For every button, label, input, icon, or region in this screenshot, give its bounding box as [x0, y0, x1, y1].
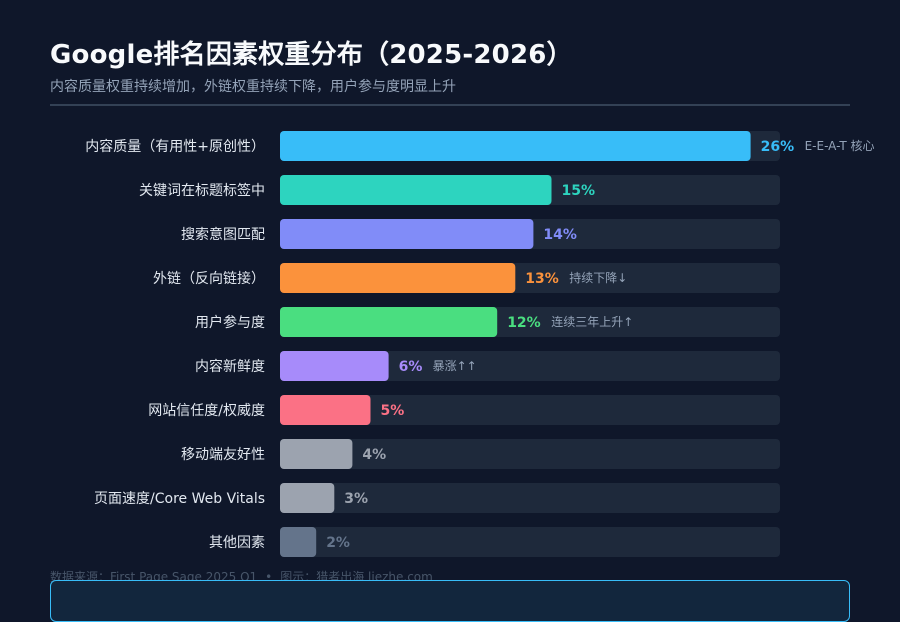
value-label: 3%: [344, 491, 368, 507]
bar: [280, 395, 371, 425]
bar-track: [280, 483, 780, 513]
category-label: 关键词在标题标签中: [139, 182, 265, 199]
category-label: 外链（反向链接）: [153, 270, 265, 287]
value-label: 5%: [381, 403, 405, 419]
bar-track: [280, 527, 780, 557]
chart-subtitle: 内容质量权重持续增加，外链权重持续下降，用户参与度明显上升: [50, 79, 456, 95]
value-label: 13%: [525, 271, 559, 287]
bar-track: [280, 351, 780, 381]
bar: [280, 527, 317, 557]
source-separator: •: [265, 570, 273, 584]
category-label: 网站信任度/权威度: [148, 403, 265, 419]
value-label: 4%: [362, 447, 386, 463]
bar: [280, 439, 353, 469]
value-label: 12%: [507, 315, 541, 331]
annotation-label: 连续三年上升↑: [551, 314, 633, 329]
category-label: 用户参与度: [195, 314, 265, 331]
bar-track: [280, 395, 780, 425]
bar: [280, 219, 534, 249]
category-label: 页面速度/Core Web Vitals: [94, 491, 265, 507]
bar-track: [280, 439, 780, 469]
bar: [280, 175, 552, 205]
value-label: 15%: [562, 183, 596, 199]
annotation-label: E-E-A-T 核心: [805, 139, 875, 153]
bar: [280, 307, 498, 337]
category-label: 内容质量（有用性+原创性）: [85, 138, 265, 155]
callout-box: [50, 580, 850, 622]
bar: [280, 263, 516, 293]
category-label: 内容新鲜度: [195, 358, 265, 375]
value-label: 26%: [761, 139, 795, 155]
header-divider: [50, 104, 850, 106]
bar: [280, 483, 335, 513]
chart-title: Google排名因素权重分布（2025-2026）: [50, 40, 573, 70]
bar: [280, 131, 751, 161]
value-label: 14%: [543, 227, 577, 243]
category-label: 移动端友好性: [181, 447, 265, 463]
category-label: 其他因素: [209, 535, 265, 551]
annotation-label: 持续下降↓: [569, 270, 627, 285]
value-label: 6%: [399, 359, 423, 375]
annotation-label: 暴涨↑↑: [433, 358, 477, 373]
bar: [280, 351, 389, 381]
value-label: 2%: [326, 535, 350, 551]
category-label: 搜索意图匹配: [181, 226, 265, 243]
